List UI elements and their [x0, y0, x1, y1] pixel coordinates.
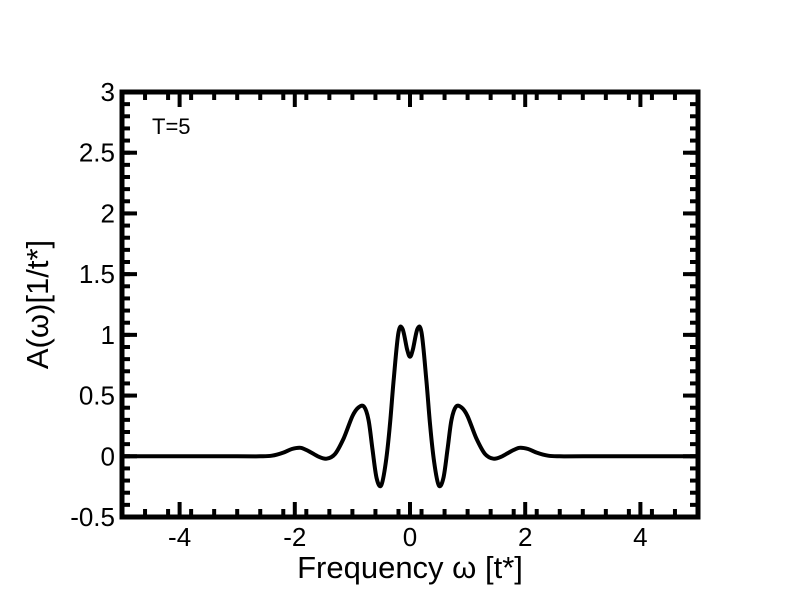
temperature-annotation: T=5 [152, 114, 191, 139]
y-tick-label: 2 [101, 198, 115, 228]
x-tick-label: -2 [283, 522, 306, 552]
plot-frame [119, 89, 701, 520]
x-axis-label: Frequency ω [t*] [297, 550, 523, 585]
y-axis-label: A(ω)[1/t*] [20, 240, 55, 369]
y-tick-label: -0.5 [70, 502, 115, 532]
y-tick-label: 1 [101, 320, 115, 350]
x-tick-label: 4 [633, 522, 647, 552]
series-line [120, 324, 700, 489]
x-tick-label: 0 [403, 522, 417, 552]
y-tick-label: 0.5 [79, 381, 115, 411]
y-tick-label: 1.5 [79, 259, 115, 289]
y-tick-label: 3 [101, 77, 115, 107]
major-ticks [122, 90, 698, 519]
x-tick-label: -4 [168, 522, 191, 552]
y-tick-label: 0 [101, 441, 115, 471]
minor-ticks [120, 90, 700, 519]
x-tick-labels: -4 -2 0 2 4 [168, 522, 648, 552]
y-tick-label: 2.5 [79, 138, 115, 168]
y-tick-labels: -0.5 0 0.5 1 1.5 2 2.5 3 [70, 77, 115, 532]
x-tick-label: 2 [518, 522, 532, 552]
